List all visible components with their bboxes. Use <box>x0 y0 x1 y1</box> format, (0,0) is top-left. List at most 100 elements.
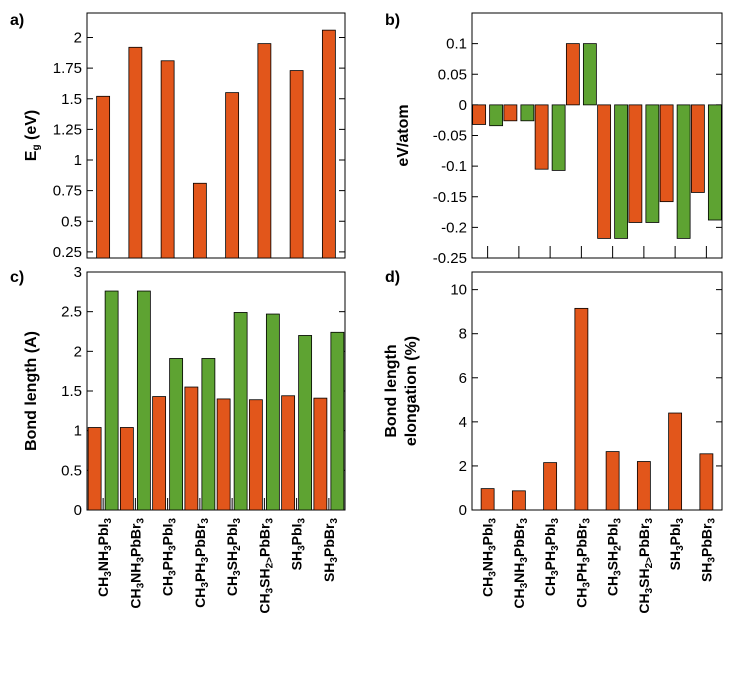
bar-series1-0 <box>472 104 487 125</box>
bar-series1-5 <box>248 399 263 511</box>
y-tick-label: 1.25 <box>53 121 82 138</box>
bar-series2-2 <box>169 358 184 511</box>
bar-series1-6 <box>289 70 304 259</box>
bar-series2-1 <box>520 104 535 122</box>
bar-series1-7 <box>690 104 705 193</box>
y-tick-label: -0.25 <box>433 250 467 267</box>
x-tick-label: SH3PbI3 <box>667 518 686 571</box>
y-tick-label: 0 <box>459 502 467 519</box>
bar-series1-1 <box>503 104 518 122</box>
y-tick-label: 0 <box>459 97 467 114</box>
bar-series1-4 <box>225 92 240 259</box>
x-tick-label: CH3SH2>PbBr3 <box>256 518 275 614</box>
x-tick-label: CH3PH3PbI3 <box>542 518 561 597</box>
bar-series1-5 <box>636 461 651 511</box>
bar-series1-3 <box>192 182 207 259</box>
panel-a: a) 0.25 0.5 0.75 1 1.25 1.5 1.75 2 Eg (eV) <box>10 12 346 261</box>
bar-series1-3 <box>565 43 580 106</box>
bar-series1-2 <box>534 104 549 170</box>
bar-series1-1 <box>511 490 526 511</box>
panel-label: a) <box>10 12 24 29</box>
bar-series2-6 <box>298 335 313 511</box>
y-tick-label: 1.5 <box>61 383 82 400</box>
y-tick-label: -0.2 <box>441 219 467 236</box>
y-axis-label: elongation (%) <box>403 336 420 446</box>
bar-series2-5 <box>645 104 660 223</box>
y-tick-label: 4 <box>459 414 467 431</box>
y-axis-label: eV/atom <box>395 104 412 166</box>
bar-series1-2 <box>543 462 558 511</box>
bar-series2-4 <box>233 312 248 511</box>
panel-label: d) <box>385 269 400 286</box>
bar-series2-2 <box>551 104 566 171</box>
bar-series1-2 <box>160 60 175 259</box>
panel-label: c) <box>10 269 24 286</box>
plot-frame <box>471 271 723 511</box>
bar-series2-1 <box>136 290 151 511</box>
bar-series2-3 <box>582 43 597 106</box>
bar-series2-4 <box>614 104 629 239</box>
y-tick-label: 2 <box>459 458 467 475</box>
bar-series1-3 <box>184 386 199 511</box>
y-tick-label: -0.15 <box>433 189 467 206</box>
bar-series2-3 <box>201 358 216 511</box>
bar-series1-6 <box>281 395 296 511</box>
bar-series2-7 <box>330 331 345 511</box>
x-tick-label: SH3PbBr3 <box>321 518 340 582</box>
y-tick-label: 2 <box>74 30 82 47</box>
x-tick-label: CH3NH3PbI3 <box>480 518 499 597</box>
y-tick-label: 0.1 <box>446 36 467 53</box>
y-tick-label: 0.5 <box>61 213 82 230</box>
bar-series1-1 <box>128 46 143 259</box>
x-tick-label: CH3NH3PbI3 <box>95 518 114 597</box>
bar-series1-3 <box>574 307 589 511</box>
bar-series1-7 <box>699 453 714 511</box>
plot-frame <box>86 12 346 259</box>
x-tick-label: CH3PH3PbBr3 <box>573 518 592 608</box>
bar-series2-6 <box>676 104 691 239</box>
bar-series1-7 <box>321 29 336 259</box>
panel-label: b) <box>385 12 400 29</box>
bar-series1-5 <box>257 43 272 259</box>
y-tick-label: -0.1 <box>441 158 467 175</box>
y-tick-label: 2.5 <box>61 304 82 321</box>
x-tick-label: CH3SH2>PbBr3 <box>636 518 655 614</box>
y-tick-label: 0.05 <box>438 66 467 83</box>
y-tick-label: -0.05 <box>433 128 467 145</box>
bar-series1-4 <box>597 104 612 239</box>
y-tick-label: 3 <box>74 264 82 281</box>
x-tick-label: CH3NH3PbBr3 <box>127 518 146 609</box>
y-tick-label: 8 <box>459 326 467 343</box>
x-tick-label: CH3PH3PbBr3 <box>192 518 211 608</box>
panel-c: c) 0 0.5 1 1.5 2 2.5 3 Bond length (A) CH3NH3PbI3… <box>10 264 346 614</box>
bar-series2-5 <box>265 313 280 511</box>
y-tick-label: 10 <box>450 282 467 299</box>
x-tick-label: CH3PH3PbI3 <box>160 518 179 597</box>
bar-series1-4 <box>216 398 231 511</box>
x-tick-label: CH3SH2PbI3 <box>605 518 624 597</box>
y-tick-label: 1.5 <box>61 91 82 108</box>
bar-series2-7 <box>707 104 722 221</box>
y-tick-label: 0.25 <box>53 244 82 261</box>
bar-series1-0 <box>96 95 111 259</box>
y-tick-label: 6 <box>459 370 467 387</box>
bar-series1-0 <box>87 427 102 511</box>
bar-series2-0 <box>104 290 119 511</box>
bar-series1-0 <box>480 488 495 511</box>
y-tick-label: 0.5 <box>61 462 82 479</box>
bar-series1-1 <box>119 427 134 511</box>
bar-series2-0 <box>489 104 504 127</box>
x-tick-label: SH3PbBr3 <box>698 518 717 582</box>
y-tick-label: 2 <box>74 343 82 360</box>
y-tick-label: 1 <box>74 152 82 169</box>
y-tick-label: 1.75 <box>53 60 82 77</box>
bar-series1-6 <box>668 412 683 511</box>
panel-b: b) -0.25 -0.2 -0.15 -0.1 -0.05 0 0.05 0.1 eV/atom <box>385 12 723 267</box>
panel-d: d) 0 2 4 6 8 10 Bond length elongation (%) CH3NH3… <box>383 269 723 614</box>
x-tick-label: SH3PbI3 <box>289 518 308 571</box>
bar-series1-6 <box>659 104 674 203</box>
y-axis-label: Bond length (A) <box>23 331 40 451</box>
y-tick-label: 0.75 <box>53 183 82 200</box>
bar-series1-2 <box>152 396 167 511</box>
